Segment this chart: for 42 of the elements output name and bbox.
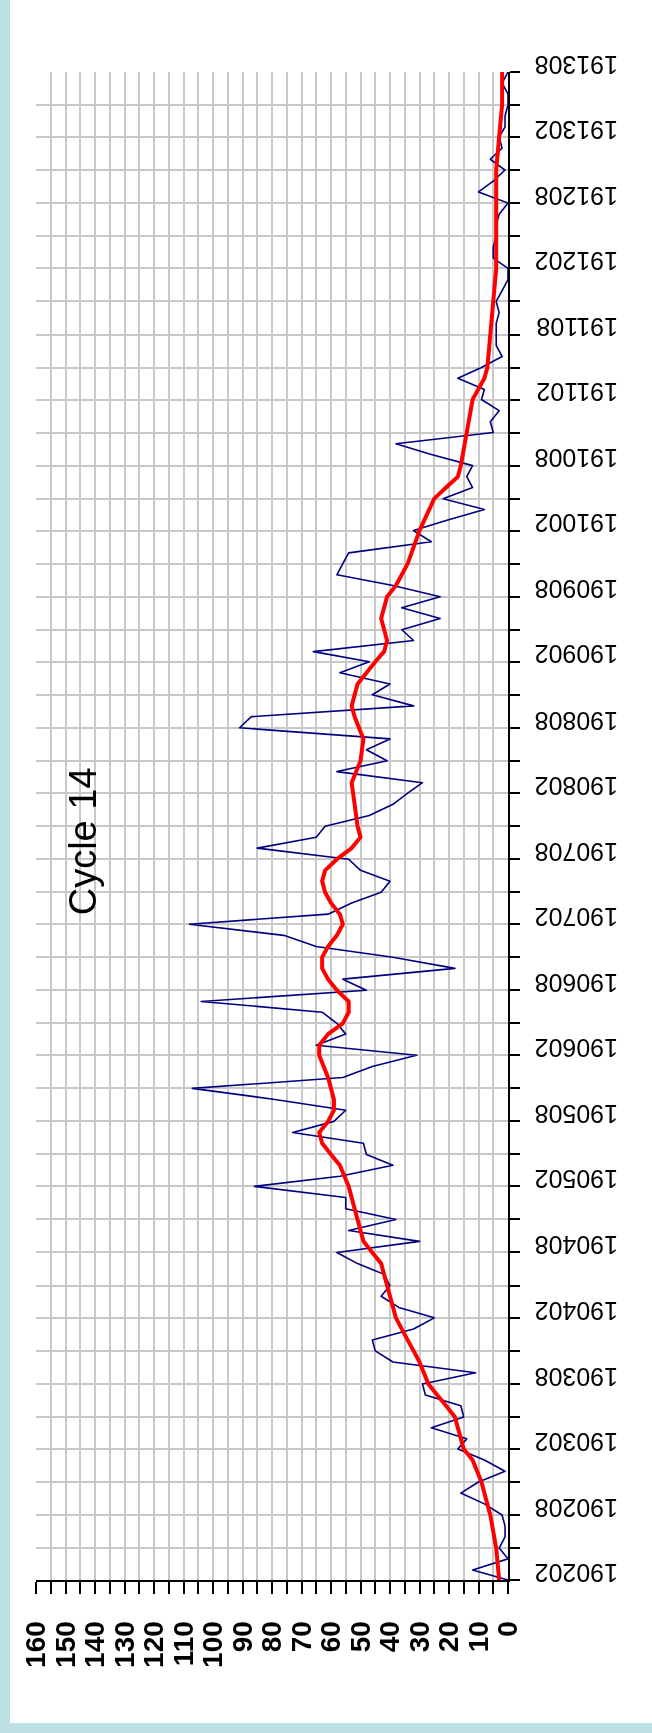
y-tick-label: 190502: [534, 1165, 618, 1194]
x-tick-label: 40: [374, 1621, 406, 1653]
y-tick-label: 190702: [534, 902, 618, 931]
y-tick-label: 191208: [534, 181, 618, 210]
x-tick-label: 70: [285, 1621, 317, 1653]
y-tick-label: 191108: [536, 313, 618, 342]
x-tick-label: 0: [492, 1621, 524, 1637]
y-tick-label: 191008: [534, 444, 618, 473]
y-tick-label: 190302: [534, 1427, 618, 1456]
x-tick-label: 110: [167, 1621, 199, 1667]
y-tick-label: 190908: [534, 575, 618, 604]
y-tick-label: 191302: [534, 115, 618, 144]
x-tick-label: 50: [344, 1621, 376, 1653]
y-tick-label: 190408: [534, 1231, 618, 1260]
text: Cycle 14: [62, 767, 105, 916]
y-tick-label: 191002: [534, 509, 618, 538]
y-tick-label: 190808: [534, 706, 618, 735]
y-tick-label: 191308: [534, 50, 618, 79]
x-tick-label: 160: [20, 1621, 52, 1668]
x-tick-label: 150: [49, 1621, 81, 1668]
x-tick-label: 60: [315, 1621, 347, 1653]
x-tick-label: 30: [403, 1621, 435, 1653]
y-tick-label: 190902: [534, 640, 618, 669]
x-tick-label: 120: [138, 1621, 170, 1668]
y-tick-label: 190402: [534, 1296, 618, 1325]
x-tick-label: 80: [256, 1621, 288, 1653]
y-tick-label: 191102: [536, 378, 618, 407]
y-tick-label: 190202: [534, 1558, 618, 1587]
x-tick-label: 90: [226, 1621, 258, 1653]
y-tick-label: 190708: [534, 837, 618, 866]
y-tick-label: 190508: [534, 1100, 618, 1129]
x-tick-label: 140: [79, 1621, 111, 1668]
y-tick-label: 190802: [534, 771, 618, 800]
y-tick-label: 190608: [534, 969, 618, 998]
x-tick-label: 10: [462, 1621, 494, 1653]
y-tick-label: 190602: [534, 1034, 618, 1063]
x-tick-label: 130: [108, 1621, 140, 1668]
y-tick-label: 191202: [534, 247, 618, 276]
y-tick-label: 190208: [534, 1493, 618, 1522]
x-tick-label: 100: [197, 1621, 229, 1668]
x-tick-label: 20: [433, 1621, 465, 1653]
y-tick-label: 190308: [534, 1362, 618, 1391]
